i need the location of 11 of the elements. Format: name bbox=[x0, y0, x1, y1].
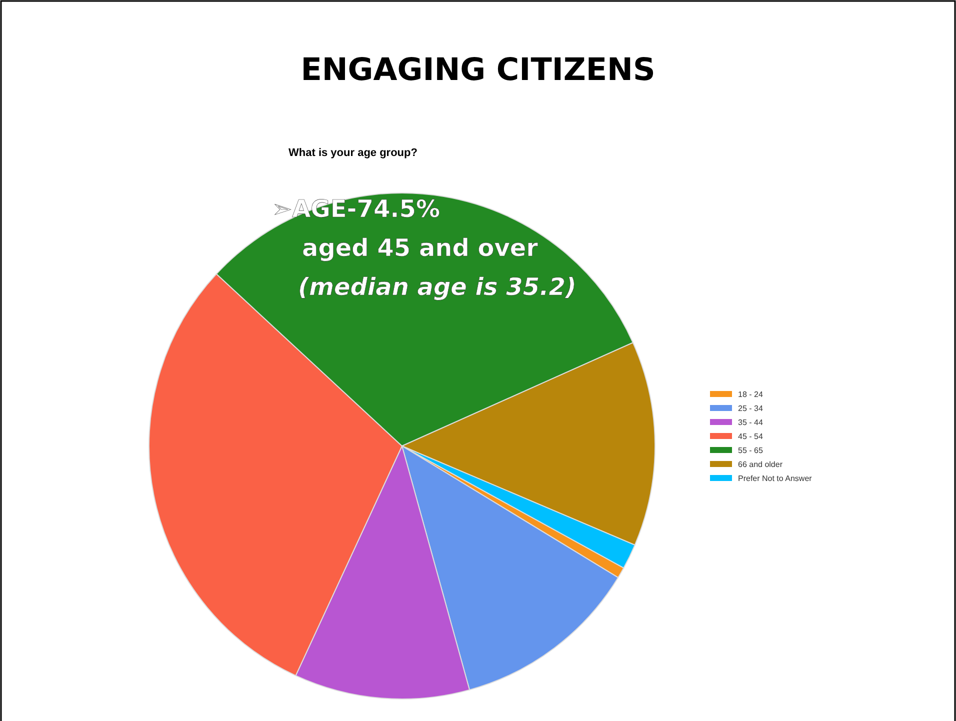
chart-title: ENGAGING CITIZENS bbox=[300, 52, 656, 88]
legend-label: 66 and older bbox=[738, 460, 783, 469]
legend-label: 55 - 65 bbox=[738, 446, 764, 455]
chart-subtitle: What is your age group? bbox=[288, 147, 418, 159]
legend-label: 18 - 24 bbox=[738, 390, 764, 399]
legend-label: 35 - 44 bbox=[738, 418, 764, 427]
legend-label: 25 - 34 bbox=[738, 404, 764, 413]
legend-label: 45 - 54 bbox=[738, 432, 764, 441]
legend-label: Prefer Not to Answer bbox=[738, 474, 812, 483]
text: (median age is 35.2) bbox=[298, 273, 576, 301]
text: aged 45 and over bbox=[302, 234, 538, 262]
